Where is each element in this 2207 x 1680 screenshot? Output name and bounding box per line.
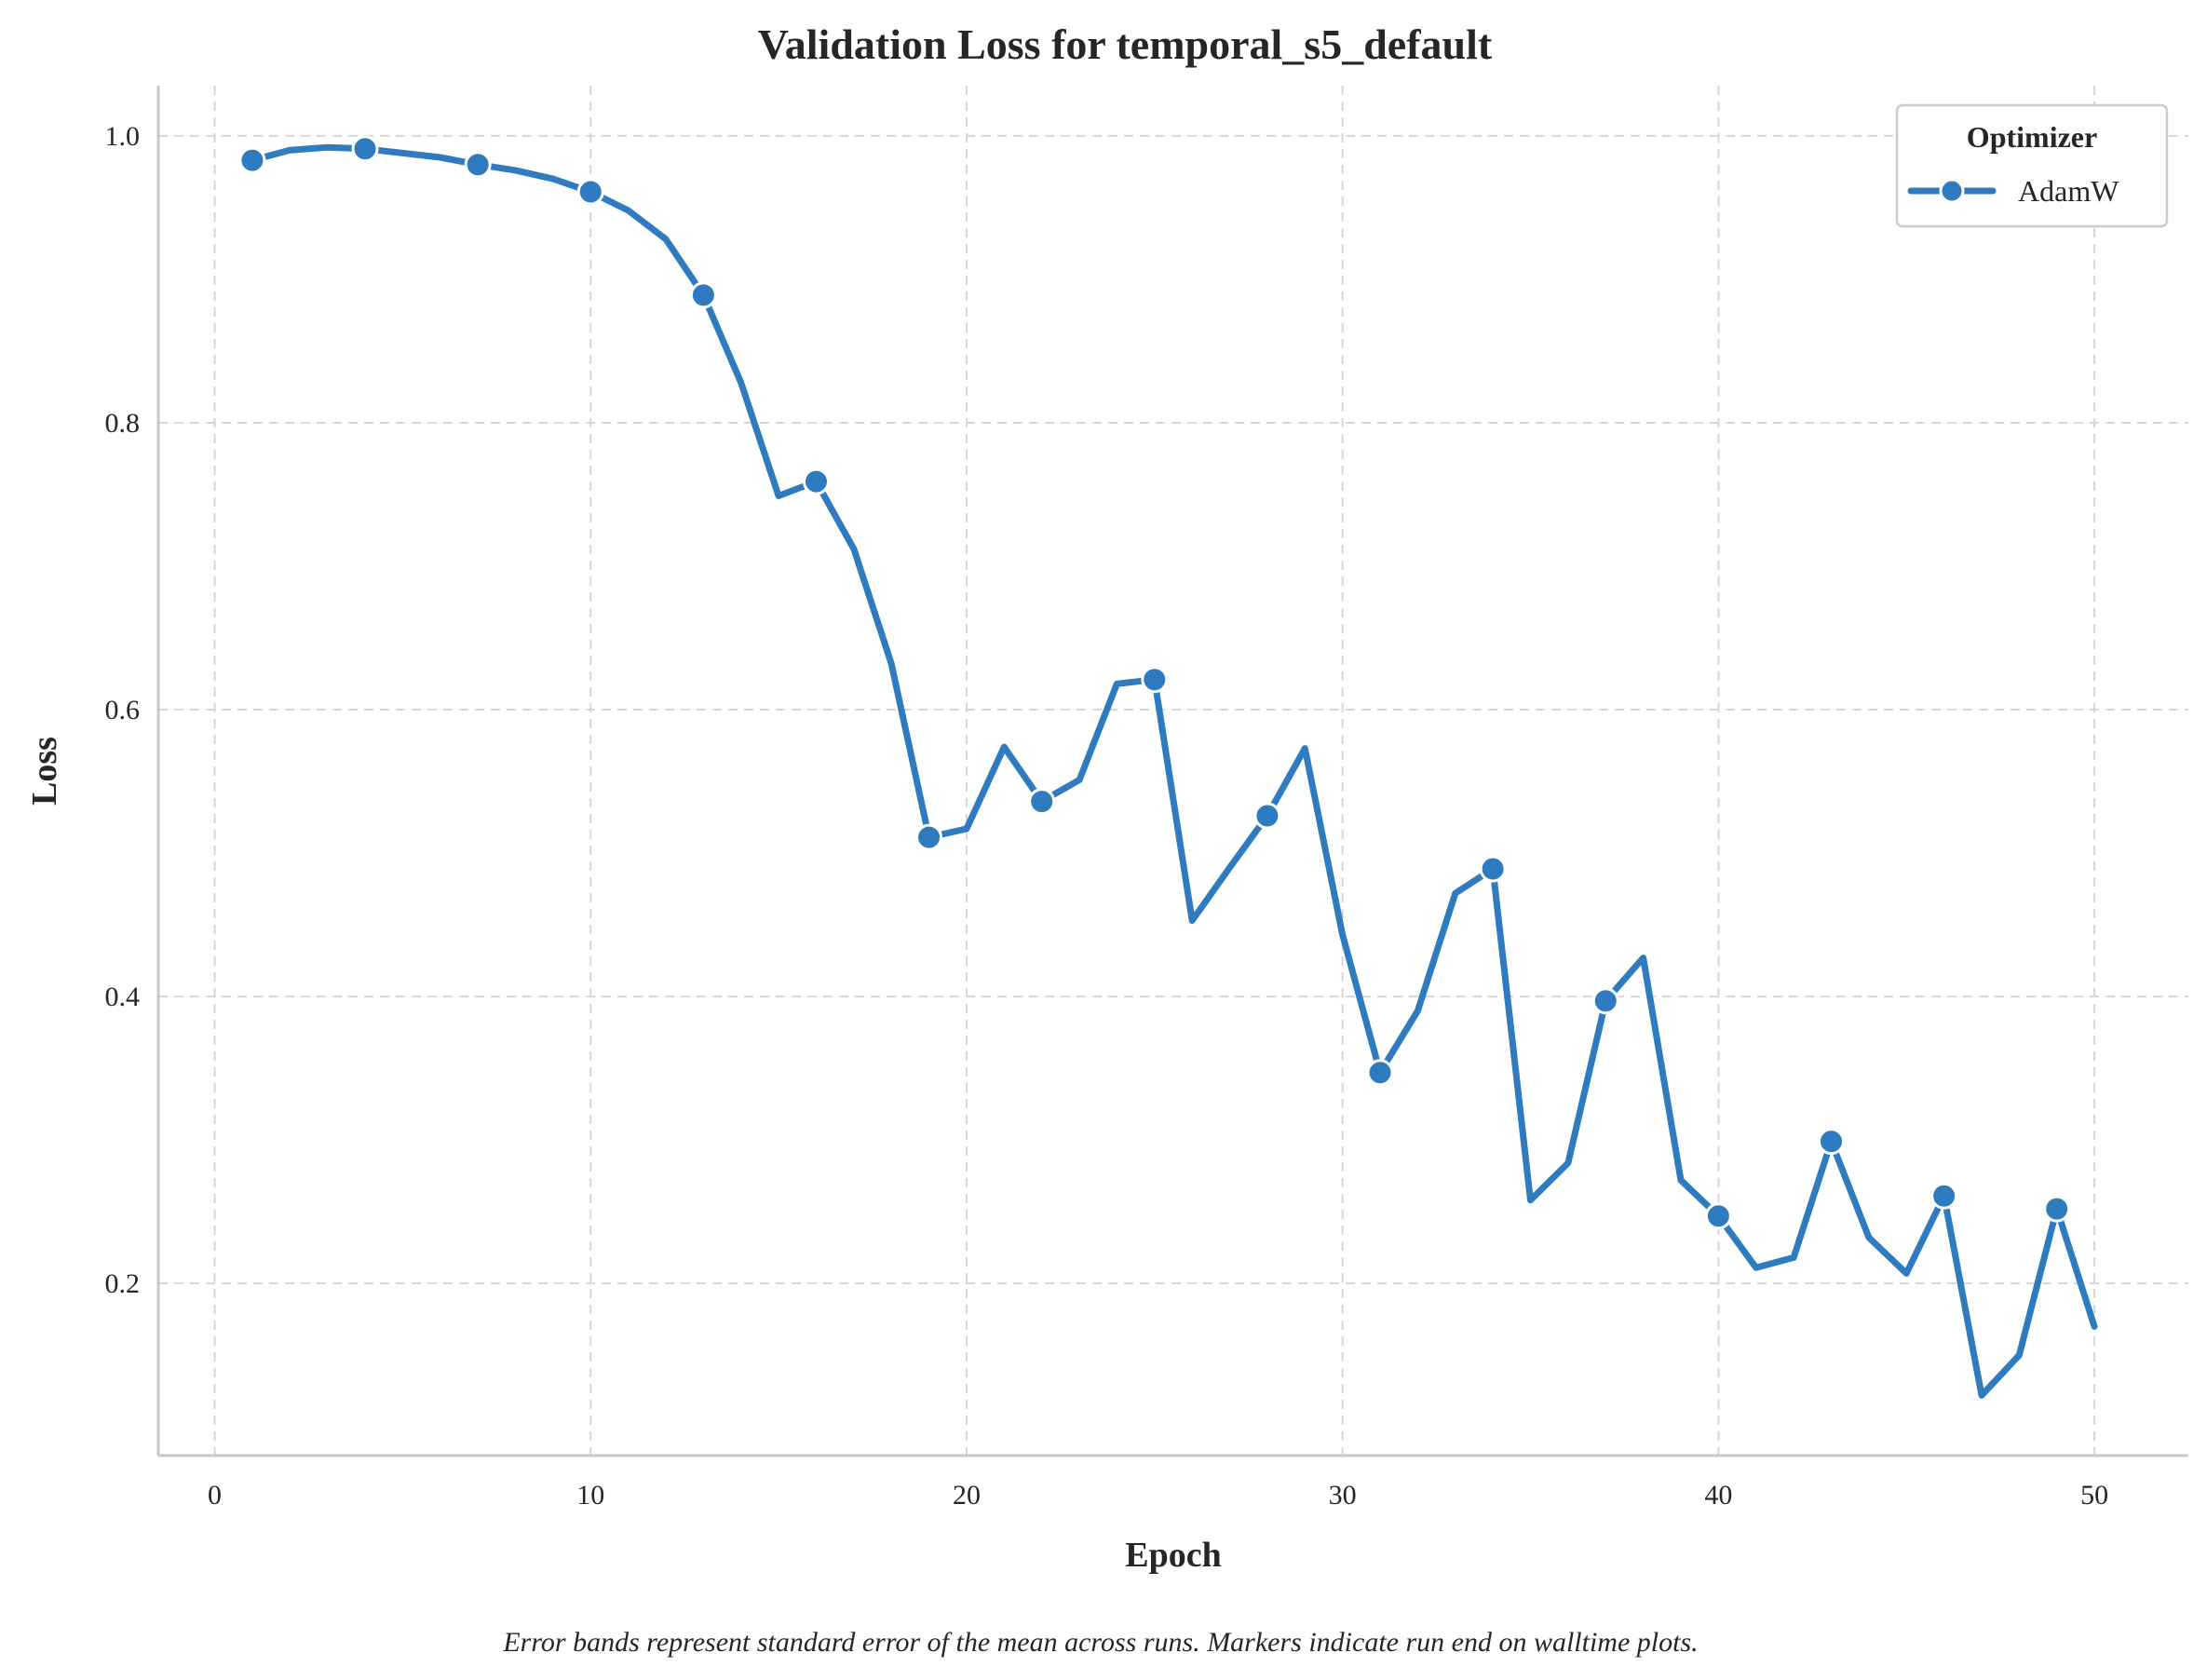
data-point-marker <box>1479 855 1507 883</box>
x-tick-label: 50 <box>2080 1480 2108 1511</box>
legend-box <box>1895 103 2169 228</box>
x-axis-label: Epoch <box>1125 1536 1221 1575</box>
data-point-marker <box>238 146 266 174</box>
data-point-marker <box>689 281 717 309</box>
x-tick-label: 20 <box>953 1480 981 1511</box>
figure-caption: Error bands represent standard error of … <box>502 1627 1698 1658</box>
y-tick-label: 0.4 <box>105 982 141 1012</box>
series-layer <box>238 135 2098 1399</box>
y-tick-label: 0.8 <box>105 408 141 439</box>
legend: Optimizer AdamW <box>1895 103 2169 228</box>
legend-entry-label: AdamW <box>2018 174 2119 208</box>
y-tick-label: 1.0 <box>105 121 141 152</box>
data-point-marker <box>802 467 830 495</box>
data-point-marker <box>351 135 379 163</box>
y-tick-label: 0.6 <box>105 695 141 725</box>
data-point-marker <box>1930 1182 1958 1210</box>
data-point-marker <box>1253 802 1281 830</box>
data-point-marker <box>915 823 943 851</box>
x-tick-label: 40 <box>1704 1480 1732 1511</box>
data-point-marker <box>576 178 604 206</box>
data-point-marker <box>2043 1195 2071 1223</box>
data-point-marker <box>1141 666 1169 694</box>
x-tick-label: 10 <box>576 1480 604 1511</box>
axis-ticks: 0 10 20 30 40 50 0.2 0.4 0.6 0.8 1.0 <box>105 121 2109 1511</box>
series-line-0 <box>249 143 2098 1399</box>
legend-marker-swatch <box>1939 178 1965 204</box>
legend-title: Optimizer <box>1967 120 2097 154</box>
data-point-marker <box>464 151 492 179</box>
x-tick-label: 30 <box>1329 1480 1357 1511</box>
chart-title: Validation Loss for temporal_s5_default <box>758 20 1493 68</box>
data-point-marker <box>1704 1202 1732 1230</box>
data-point-marker <box>1028 788 1056 816</box>
data-point-marker <box>1817 1128 1845 1156</box>
data-point-marker <box>1366 1059 1394 1087</box>
data-point-marker <box>1591 987 1619 1015</box>
y-tick-label: 0.2 <box>105 1268 141 1299</box>
grid-lines <box>158 86 2188 1456</box>
x-tick-label: 0 <box>208 1480 222 1511</box>
y-axis-label: Loss <box>25 737 64 806</box>
